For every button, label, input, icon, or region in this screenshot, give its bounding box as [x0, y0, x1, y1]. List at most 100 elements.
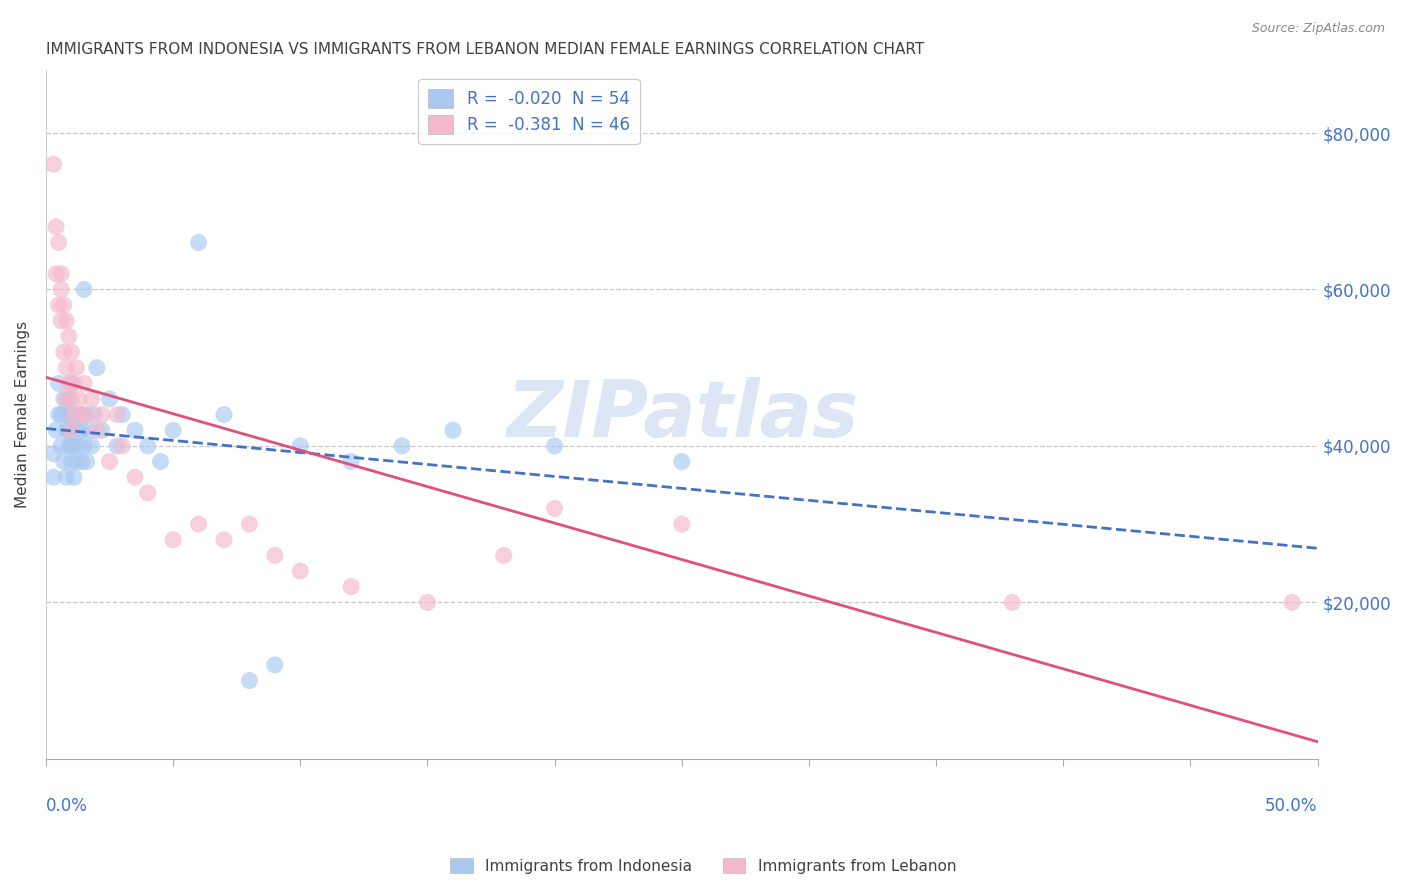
Point	[111, 439, 134, 453]
Legend: R =  -0.020  N = 54, R =  -0.381  N = 46: R = -0.020 N = 54, R = -0.381 N = 46	[419, 78, 640, 144]
Point	[55, 314, 77, 328]
Point	[51, 314, 73, 328]
Point	[70, 408, 93, 422]
Point	[48, 298, 70, 312]
Point	[42, 447, 65, 461]
Point	[60, 423, 83, 437]
Point	[124, 470, 146, 484]
Legend: Immigrants from Indonesia, Immigrants from Lebanon: Immigrants from Indonesia, Immigrants fr…	[444, 852, 962, 880]
Point	[55, 423, 77, 437]
Point	[67, 439, 90, 453]
Point	[162, 533, 184, 547]
Point	[55, 408, 77, 422]
Point	[51, 439, 73, 453]
Point	[86, 360, 108, 375]
Point	[111, 408, 134, 422]
Point	[76, 408, 98, 422]
Point	[671, 517, 693, 532]
Text: ZIPatlas: ZIPatlas	[506, 376, 858, 452]
Point	[543, 501, 565, 516]
Point	[98, 454, 121, 468]
Point	[290, 564, 312, 578]
Point	[238, 673, 260, 688]
Point	[1281, 595, 1303, 609]
Point	[238, 517, 260, 532]
Text: 50.0%: 50.0%	[1265, 797, 1317, 814]
Point	[80, 439, 103, 453]
Point	[42, 470, 65, 484]
Point	[90, 423, 112, 437]
Point	[340, 580, 363, 594]
Point	[51, 408, 73, 422]
Point	[212, 533, 235, 547]
Point	[187, 235, 209, 250]
Point	[58, 329, 80, 343]
Point	[70, 454, 93, 468]
Point	[60, 376, 83, 391]
Point	[83, 408, 105, 422]
Point	[45, 423, 67, 437]
Point	[73, 408, 96, 422]
Point	[340, 454, 363, 468]
Point	[80, 392, 103, 406]
Point	[63, 408, 86, 422]
Point	[187, 517, 209, 532]
Point	[60, 423, 83, 437]
Point	[416, 595, 439, 609]
Point	[60, 392, 83, 406]
Point	[55, 360, 77, 375]
Point	[52, 298, 75, 312]
Point	[162, 423, 184, 437]
Point	[1001, 595, 1024, 609]
Point	[124, 423, 146, 437]
Point	[55, 470, 77, 484]
Point	[212, 408, 235, 422]
Point	[58, 423, 80, 437]
Point	[63, 376, 86, 391]
Point	[149, 454, 172, 468]
Point	[543, 439, 565, 453]
Point	[45, 219, 67, 234]
Point	[441, 423, 464, 437]
Point	[263, 657, 285, 672]
Point	[58, 392, 80, 406]
Point	[60, 454, 83, 468]
Point	[48, 376, 70, 391]
Point	[65, 454, 87, 468]
Point	[671, 454, 693, 468]
Point	[42, 157, 65, 171]
Point	[70, 423, 93, 437]
Point	[58, 376, 80, 391]
Point	[67, 408, 90, 422]
Point	[391, 439, 413, 453]
Point	[52, 454, 75, 468]
Point	[63, 470, 86, 484]
Point	[52, 345, 75, 359]
Point	[51, 267, 73, 281]
Point	[65, 360, 87, 375]
Point	[52, 392, 75, 406]
Point	[73, 376, 96, 391]
Point	[60, 408, 83, 422]
Point	[51, 282, 73, 296]
Point	[98, 392, 121, 406]
Point	[90, 408, 112, 422]
Point	[48, 235, 70, 250]
Point	[86, 423, 108, 437]
Point	[63, 439, 86, 453]
Point	[45, 267, 67, 281]
Point	[492, 549, 515, 563]
Point	[60, 345, 83, 359]
Text: 0.0%: 0.0%	[46, 797, 87, 814]
Point	[55, 392, 77, 406]
Y-axis label: Median Female Earnings: Median Female Earnings	[15, 321, 30, 508]
Point	[65, 423, 87, 437]
Point	[76, 454, 98, 468]
Text: IMMIGRANTS FROM INDONESIA VS IMMIGRANTS FROM LEBANON MEDIAN FEMALE EARNINGS CORR: IMMIGRANTS FROM INDONESIA VS IMMIGRANTS …	[46, 42, 924, 57]
Point	[136, 439, 159, 453]
Text: Source: ZipAtlas.com: Source: ZipAtlas.com	[1251, 22, 1385, 36]
Point	[58, 439, 80, 453]
Point	[105, 408, 128, 422]
Point	[290, 439, 312, 453]
Point	[263, 549, 285, 563]
